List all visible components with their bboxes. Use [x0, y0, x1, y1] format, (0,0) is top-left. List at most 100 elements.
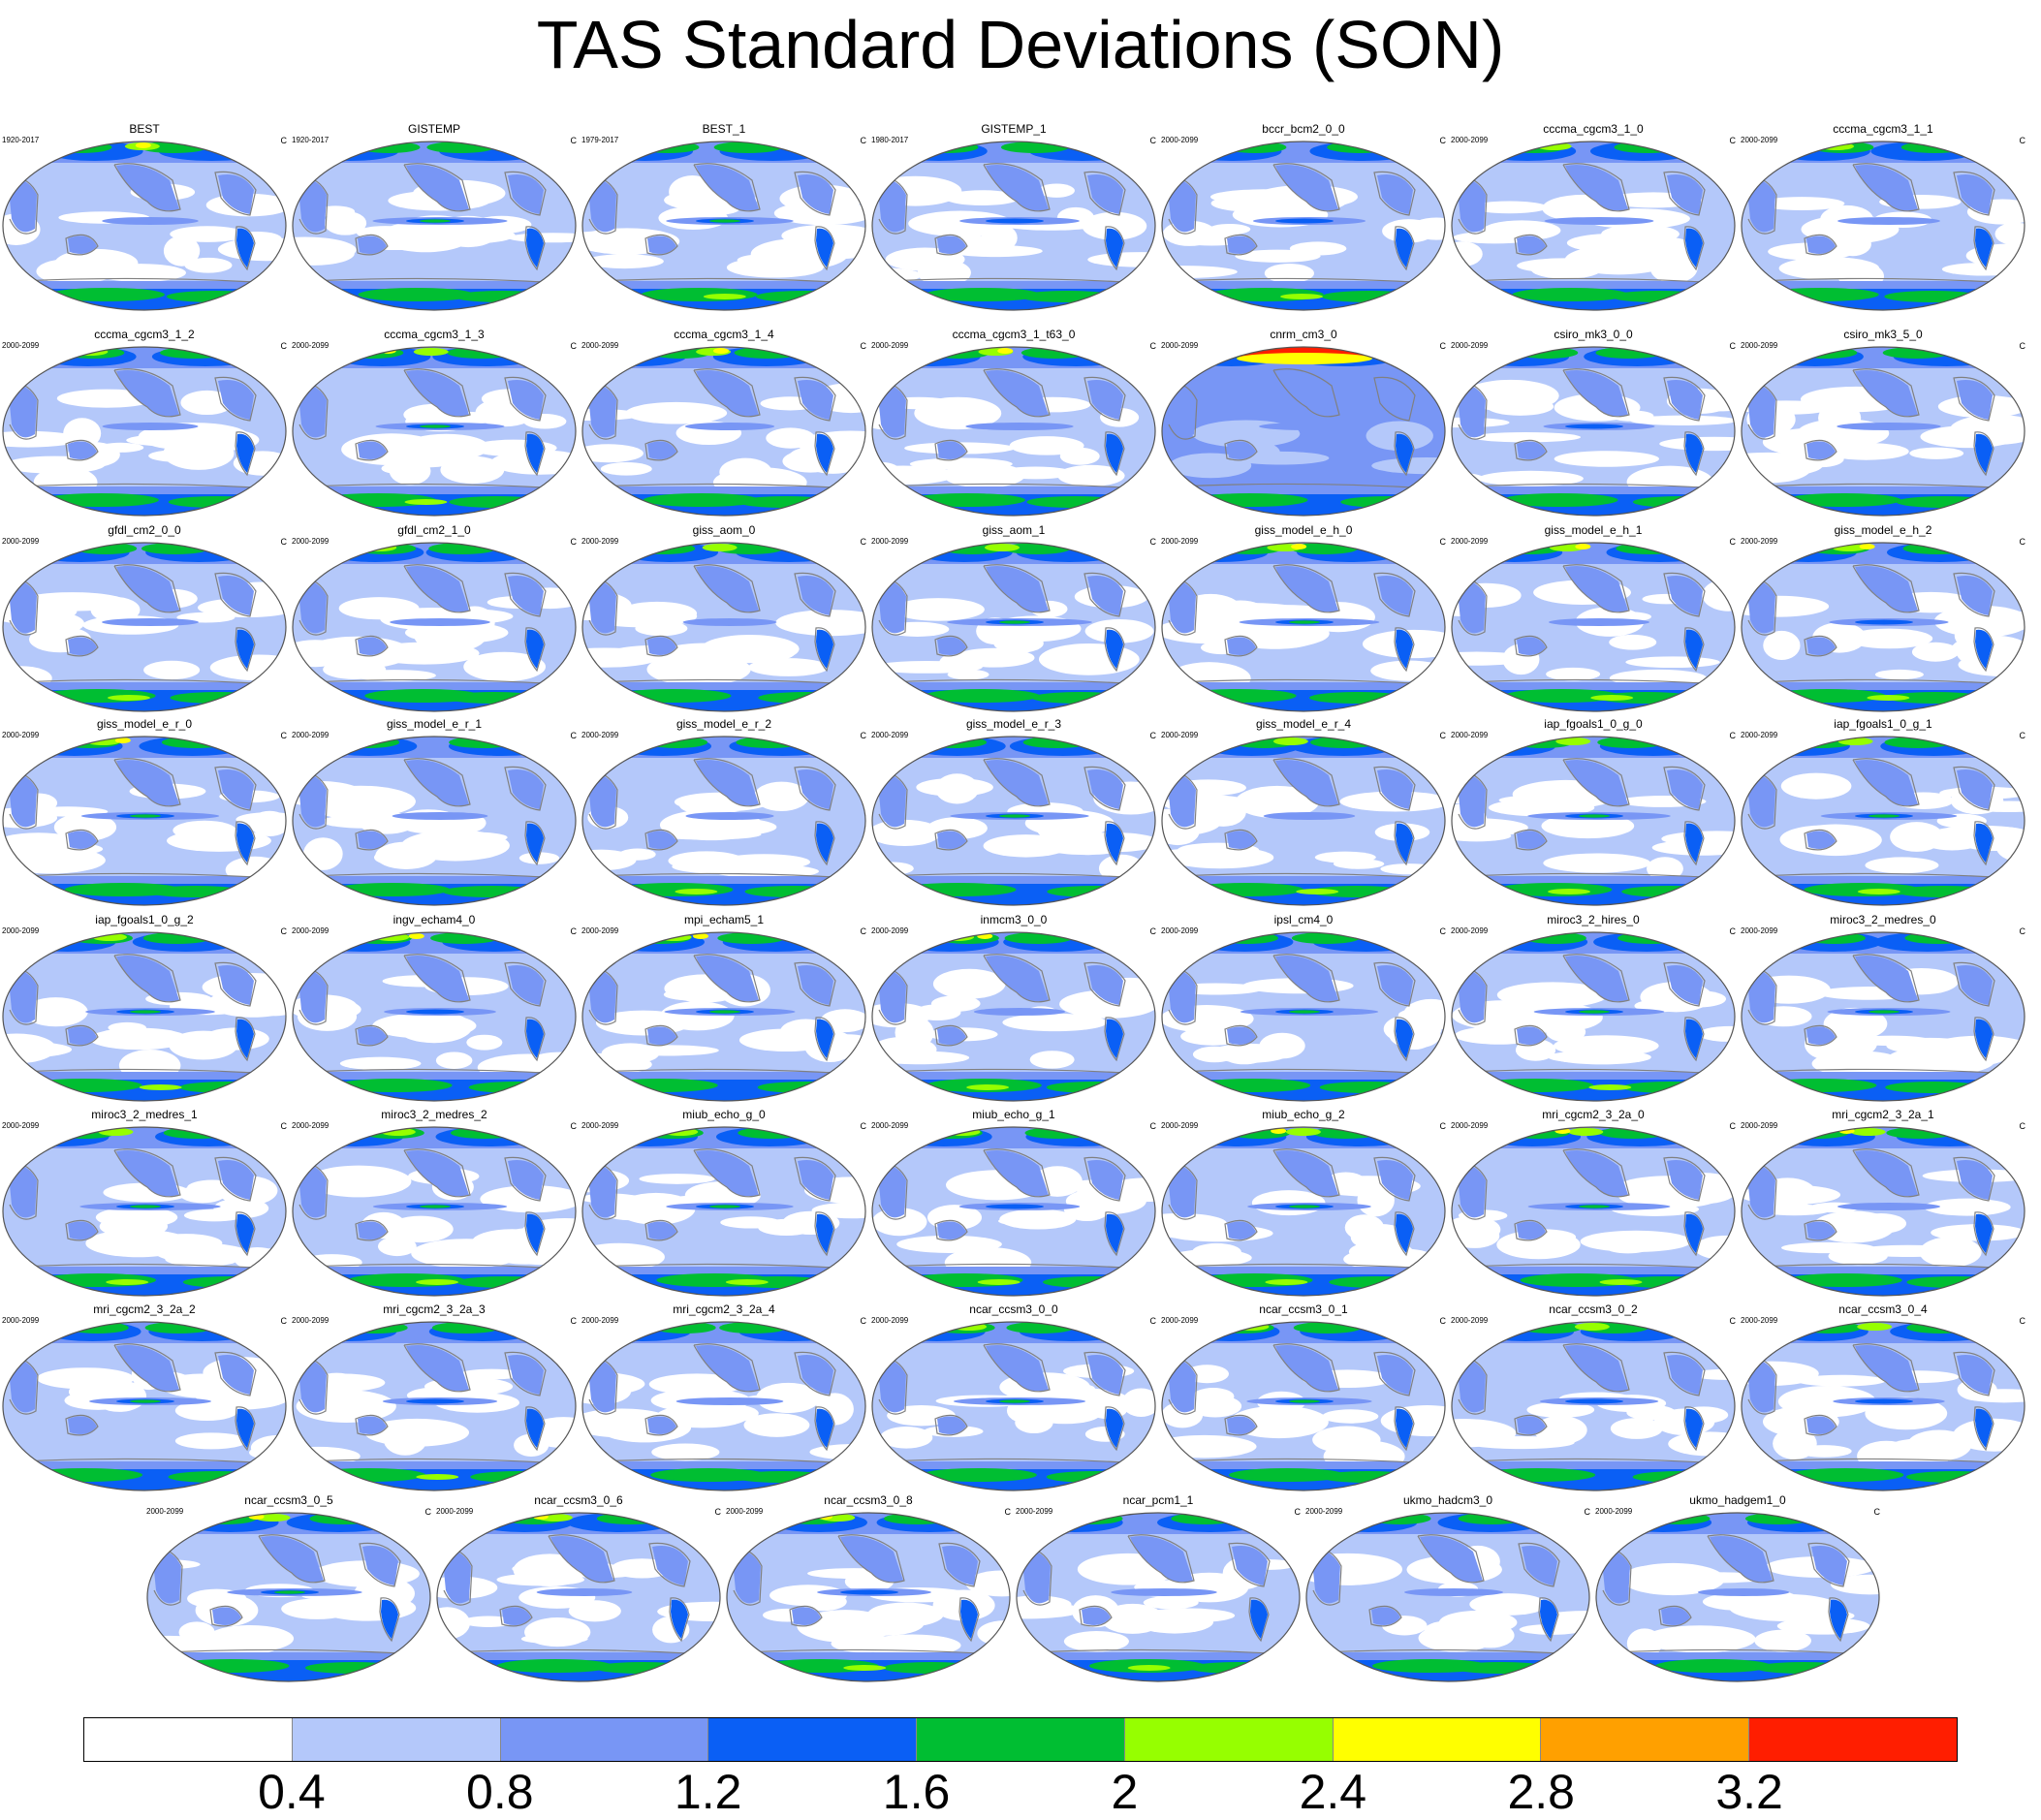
map-panel: mri_cgcm2_3_2a_1 2000-2099 C: [1739, 1108, 2027, 1298]
panel-unit: C: [1729, 926, 1737, 936]
robinson-map: [1451, 346, 1736, 517]
map-panel: miub_echo_g_2 2000-2099 C: [1159, 1108, 1448, 1298]
panel-period: 2000-2099: [2, 926, 40, 935]
panel-title: cccma_cgcm3_1_4: [674, 328, 774, 341]
panel-unit: C: [570, 537, 578, 547]
robinson-map: [1016, 1512, 1301, 1682]
robinson-map: [1161, 141, 1446, 311]
panel-title: ncar_ccsm3_0_0: [969, 1302, 1058, 1316]
map-panel: mri_cgcm2_3_2a_2 2000-2099 C: [0, 1302, 289, 1492]
panel-unit: C: [570, 731, 578, 740]
panel-title: ncar_ccsm3_0_2: [1549, 1302, 1638, 1316]
panel-unit: C: [1439, 1316, 1447, 1326]
panel-period: 2000-2099: [436, 1507, 474, 1516]
robinson-map: [581, 1126, 866, 1297]
colorbar-tick-label: 2.4: [1299, 1765, 1367, 1819]
panel-period: 2000-2099: [1161, 136, 1199, 144]
map-panel: GISTEMP 1920-2017 C: [290, 122, 579, 312]
panel-period: 2000-2099: [1451, 537, 1489, 546]
robinson-map: [581, 931, 866, 1102]
map-panel: miub_echo_g_1 2000-2099 C: [869, 1108, 1158, 1298]
robinson-map: [1161, 1321, 1446, 1491]
robinson-map: [871, 346, 1156, 517]
panel-title: mri_cgcm2_3_2a_4: [673, 1302, 775, 1316]
colorbar-tick-label: 2: [1111, 1765, 1139, 1819]
panel-unit: C: [280, 341, 288, 351]
colorbar-swatch: [1541, 1718, 1750, 1761]
map-panel: cnrm_cm3_0 2000-2099 C: [1159, 328, 1448, 518]
map-panel-grid: BEST 1920-2017 C GISTEMP 1920-2017 C BEST_1 197…: [0, 122, 2027, 1683]
robinson-map: [726, 1512, 1011, 1682]
robinson-map: [1451, 1126, 1736, 1297]
robinson-map: [1741, 542, 2025, 712]
map-panel: ncar_ccsm3_0_6 2000-2099 C: [434, 1493, 723, 1683]
panel-unit: C: [860, 1316, 867, 1326]
colorbar-swatch: [1124, 1718, 1334, 1761]
robinson-map: [1595, 1512, 1880, 1682]
colorbar-tick-label: 3.2: [1715, 1765, 1783, 1819]
colorbar-swatch: [292, 1718, 501, 1761]
robinson-map: [871, 141, 1156, 311]
robinson-map: [436, 1512, 721, 1682]
panel-title: ncar_ccsm3_0_6: [534, 1493, 623, 1507]
panel-title: BEST: [129, 122, 160, 136]
map-panel: ncar_pcm1_1 2000-2099 C: [1014, 1493, 1303, 1683]
panel-period: 2000-2099: [1741, 537, 1778, 546]
robinson-map: [292, 542, 577, 712]
robinson-map: [2, 141, 287, 311]
panel-unit: C: [1584, 1507, 1591, 1517]
panel-period: 2000-2099: [1305, 1507, 1343, 1516]
map-panel: ipsl_cm4_0 2000-2099 C: [1159, 913, 1448, 1103]
panel-unit: C: [1149, 136, 1157, 145]
panel-unit: C: [1149, 1121, 1157, 1131]
panel-period: 1980-2017: [871, 136, 909, 144]
panel-unit: C: [860, 1121, 867, 1131]
panel-period: 2000-2099: [871, 341, 909, 350]
panel-title: giss_model_e_h_2: [1834, 523, 1932, 537]
robinson-map: [292, 931, 577, 1102]
panel-unit: C: [860, 341, 867, 351]
panel-period: 2000-2099: [1016, 1507, 1053, 1516]
panel-period: 1979-2017: [581, 136, 619, 144]
panel-unit: C: [1439, 1121, 1447, 1131]
map-panel: ncar_ccsm3_0_4 2000-2099 C: [1739, 1302, 2027, 1492]
panel-period: 2000-2099: [292, 341, 330, 350]
panel-period: 2000-2099: [581, 537, 619, 546]
panel-unit: C: [1873, 1507, 1881, 1517]
colorbar-swatch: [84, 1718, 293, 1761]
map-panel: gfdl_cm2_1_0 2000-2099 C: [290, 523, 579, 713]
panel-title: csiro_mk3_0_0: [1554, 328, 1633, 341]
panel-title: miub_echo_g_2: [1262, 1108, 1345, 1121]
panel-unit: C: [570, 1121, 578, 1131]
map-panel: miroc3_2_medres_0 2000-2099 C: [1739, 913, 2027, 1103]
map-panel: giss_model_e_r_1 2000-2099 C: [290, 717, 579, 907]
robinson-map: [1451, 931, 1736, 1102]
panel-unit: C: [2019, 537, 2026, 547]
map-panel: giss_model_e_r_3 2000-2099 C: [869, 717, 1158, 907]
panel-period: 2000-2099: [581, 1121, 619, 1130]
map-panel: giss_model_e_h_1 2000-2099 C: [1449, 523, 1738, 713]
panel-title: giss_model_e_r_4: [1255, 717, 1352, 731]
panel-period: 2000-2099: [2, 341, 40, 350]
colorbar-swatch: [500, 1718, 709, 1761]
panel-period: 2000-2099: [1741, 136, 1778, 144]
panel-unit: C: [1439, 537, 1447, 547]
map-panel: iap_fgoals1_0_g_1 2000-2099 C: [1739, 717, 2027, 907]
panel-period: 1920-2017: [292, 136, 330, 144]
robinson-map: [1451, 736, 1736, 906]
robinson-map: [2, 1321, 287, 1491]
panel-period: 2000-2099: [1451, 1121, 1489, 1130]
colorbar-swatch: [917, 1718, 1125, 1761]
colorbar-swatch: [1749, 1718, 1958, 1761]
panel-period: 2000-2099: [871, 1121, 909, 1130]
robinson-map: [292, 141, 577, 311]
colorbar: [83, 1717, 1958, 1762]
panel-period: 2000-2099: [726, 1507, 764, 1516]
map-panel: giss_model_e_r_4 2000-2099 C: [1159, 717, 1448, 907]
panel-unit: C: [860, 731, 867, 740]
robinson-map: [581, 542, 866, 712]
robinson-map: [871, 542, 1156, 712]
panel-title: ncar_ccsm3_0_1: [1259, 1302, 1348, 1316]
panel-unit: C: [570, 136, 578, 145]
robinson-map: [2, 346, 287, 517]
